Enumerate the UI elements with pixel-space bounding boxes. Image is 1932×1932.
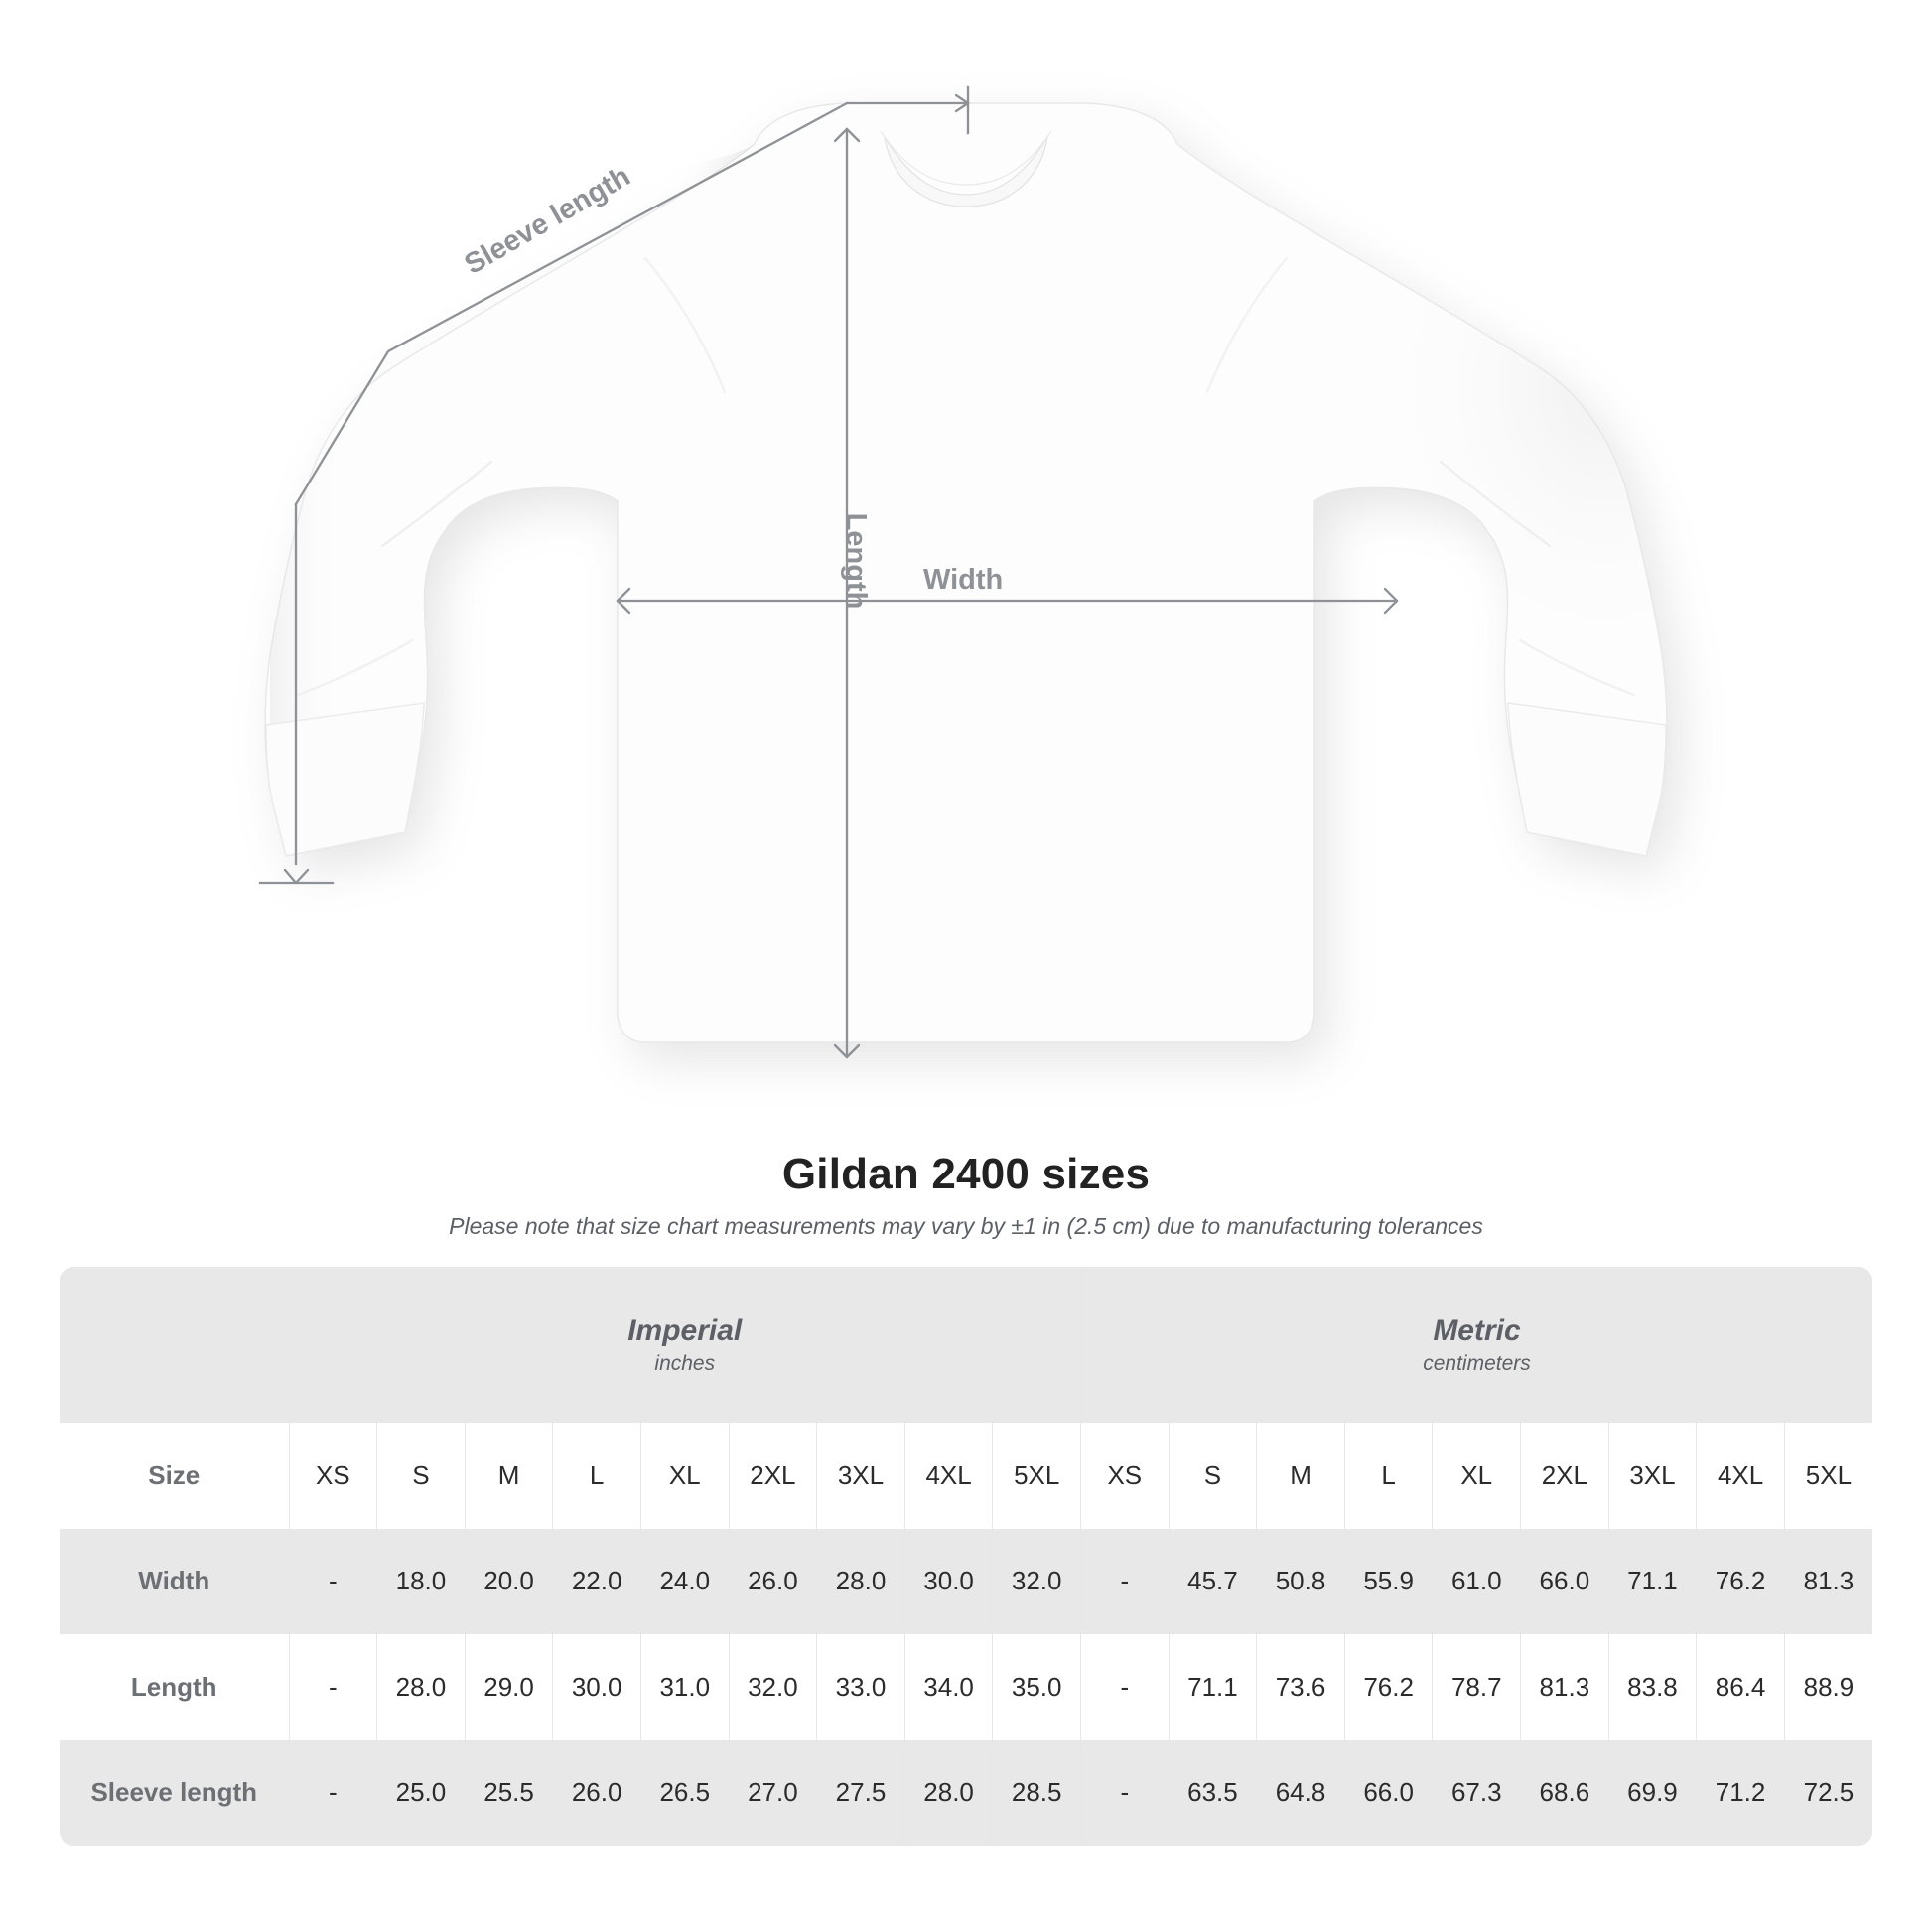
svg-text:Length: Length [840,513,872,610]
svg-text:Width: Width [923,564,1003,596]
